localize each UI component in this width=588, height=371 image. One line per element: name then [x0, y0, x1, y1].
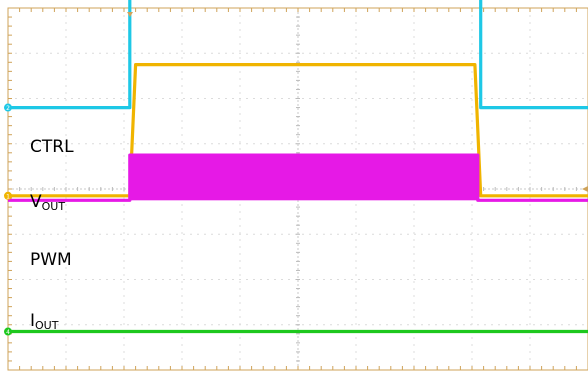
channel-markers: 2 1 4 [4, 103, 12, 336]
trace-ctrl [8, 0, 588, 110]
channel-marker-number: 1 [6, 193, 10, 200]
waveform-traces [8, 0, 588, 334]
right-edge-marker [582, 186, 588, 192]
plot-border [7, 7, 588, 371]
channel-marker-dot [4, 103, 12, 112]
channel-marker-dot [4, 191, 12, 200]
channel-marker-number: 4 [6, 329, 10, 336]
trace-pwm-band [129, 155, 478, 201]
label-ctrl: CTRL [30, 137, 74, 157]
label-pwm: PWM [30, 250, 72, 270]
marker-vout: 1 [4, 191, 12, 200]
graticule [7, 7, 588, 371]
marker-iout: 4 [4, 327, 12, 336]
channel-marker-dot [4, 327, 12, 336]
marker-ctrl: 2 [4, 103, 12, 112]
trigger-position-marker [127, 12, 133, 17]
trace-vout [8, 62, 588, 198]
label-iout: IOUT [30, 311, 59, 332]
label-vout: VOUT [30, 192, 65, 213]
trace-pwm [8, 153, 588, 202]
channel-marker-number: 2 [6, 105, 10, 112]
